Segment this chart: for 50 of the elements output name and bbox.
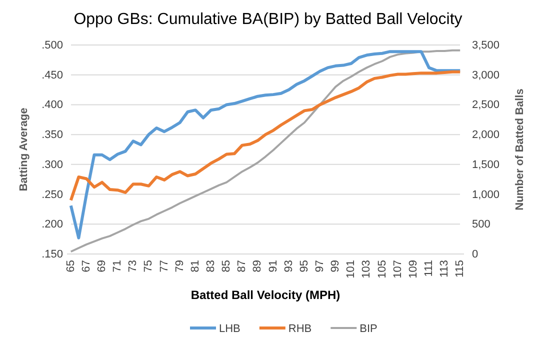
y-axis-title: Batting Average: [18, 108, 30, 192]
x-tick-label: 65: [64, 260, 77, 272]
chart-title: Oppo GBs: Cumulative BA(BIP) by Batted Ball Velocity: [74, 11, 462, 28]
y2-tick-label: 2,500: [472, 99, 500, 112]
y2-tick-label: 3,500: [472, 40, 500, 52]
line-series: [69, 70, 462, 202]
x-tick-label: 91: [267, 260, 280, 272]
x-tick-label: 77: [158, 260, 170, 272]
y-tick-label: .350: [42, 129, 63, 142]
x-tick-label: 101: [345, 260, 358, 278]
x-tick-label: 73: [127, 260, 140, 272]
y2-tick-label: 2,000: [472, 129, 500, 142]
x-tick-label: 95: [298, 260, 310, 272]
x-tick-label: 87: [236, 260, 248, 272]
x-tick-label: 111: [422, 260, 435, 277]
x-tick-label: 71: [112, 260, 124, 272]
legend-label: LHB: [219, 323, 240, 335]
x-tick-label: 115: [454, 260, 466, 278]
x-tick-label: 75: [142, 260, 155, 272]
x-tick-label: 67: [80, 260, 92, 272]
y-tick-label: .300: [42, 158, 63, 171]
y2-tick-label: 3,000: [472, 69, 500, 82]
x-tick-label: 109: [407, 260, 420, 278]
y-tick-label: .400: [42, 99, 63, 112]
x-tick-label: 107: [392, 260, 404, 278]
x-tick-label: 83: [205, 260, 218, 272]
y2-tick-label: 1,000: [472, 188, 500, 201]
x-tick-label: 85: [220, 260, 233, 272]
x-tick-label: 93: [282, 260, 295, 272]
x-tick-label: 97: [314, 260, 326, 272]
x-tick-label: 79: [174, 260, 186, 272]
x-tick-label: 99: [330, 260, 342, 272]
legend-label: BIP: [360, 323, 378, 335]
y-tick-label: .450: [42, 69, 63, 82]
x-tick-label: 105: [376, 260, 388, 278]
x-tick-label: 113: [438, 260, 451, 278]
y2-tick-label: 1,500: [472, 158, 500, 171]
x-tick-label: 69: [96, 260, 108, 272]
y-tick-label: .250: [42, 188, 63, 201]
x-tick-label: 81: [189, 260, 202, 272]
y2-tick-label: 500: [472, 218, 490, 231]
x-axis-title: Batted Ball Velocity (MPH): [190, 288, 340, 302]
y-tick-label: .500: [42, 40, 63, 52]
y-tick-label: .200: [42, 218, 63, 231]
legend-label: RHB: [288, 323, 312, 335]
y2-axis-title: Number of Batted Balls: [514, 88, 526, 210]
y-tick-label: .150: [42, 248, 63, 261]
x-tick-label: 103: [360, 260, 373, 278]
x-tick-label: 89: [252, 260, 264, 272]
y2-tick-label: 0: [472, 248, 478, 261]
